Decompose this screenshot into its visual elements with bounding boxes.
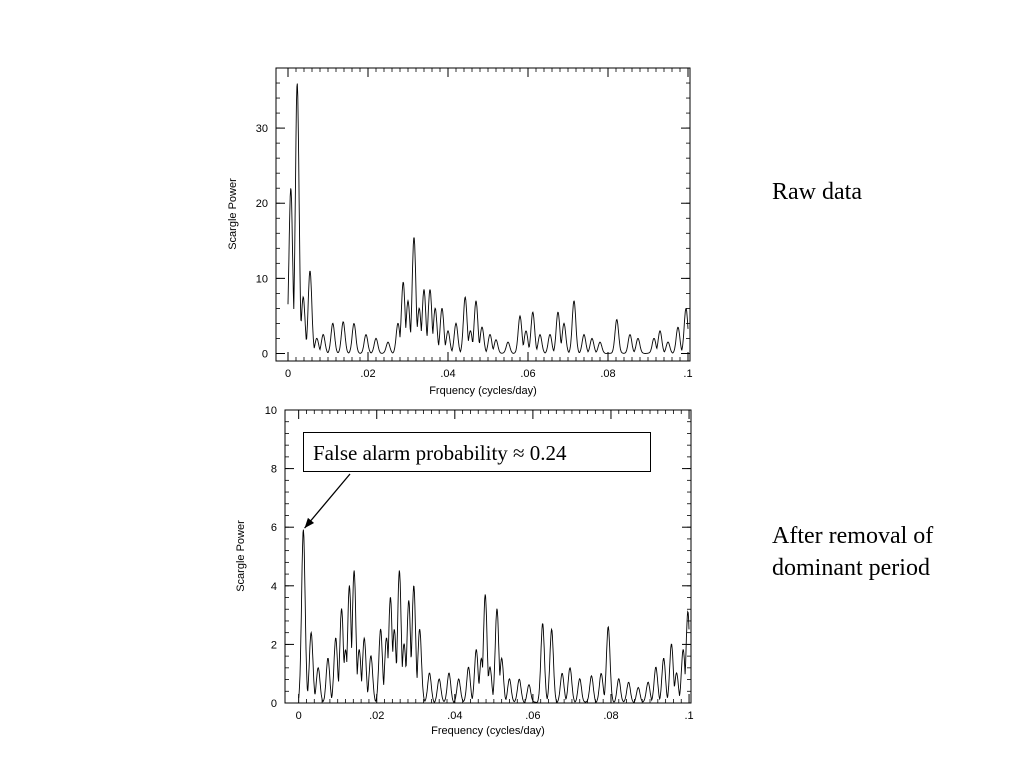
- x-tick-label: .04: [447, 710, 462, 722]
- y-axis-label: Scargle Power: [227, 178, 239, 250]
- arrow-shaft: [304, 473, 351, 529]
- y-tick-label: 6: [271, 522, 277, 534]
- y-axis-label: Scargle Power: [235, 520, 247, 592]
- arrow-head: [304, 517, 315, 529]
- after-removal-label-line2: dominant period: [772, 555, 930, 581]
- x-tick-label: .08: [603, 710, 618, 722]
- x-tick-label: 0: [285, 368, 291, 380]
- y-tick-label: 2: [271, 639, 277, 651]
- power-spectrum-line: [298, 529, 690, 704]
- after-removal-label-line1: After removal of: [772, 523, 934, 549]
- y-tick-label: 10: [265, 405, 277, 417]
- chart-1: 0 .02 .04 .06 .08 .1 0 10 20 30 Frquency (cycles/d…: [227, 67, 693, 397]
- chart-2: 0 .02 .04 .06 .08 .1 0 2 4 6 8 10 Frequency (cycles/…: [235, 405, 694, 737]
- x-tick-label: .02: [369, 710, 384, 722]
- x-tick-label: .1: [683, 368, 692, 380]
- x-tick-label: .1: [684, 710, 693, 722]
- raw-data-label: Raw data: [772, 179, 862, 205]
- after-removal-label: After removal of dominant period: [772, 520, 1012, 584]
- plot-frame: [275, 67, 691, 362]
- y-tick-label: 4: [271, 581, 277, 593]
- false-alarm-annotation-box: False alarm probability ≈ 0.24: [303, 432, 651, 472]
- power-spectrum-line: [287, 83, 689, 354]
- plot-frame: [284, 409, 692, 704]
- y-tick-label: 8: [271, 464, 277, 476]
- annotation-arrow: [304, 473, 351, 529]
- x-tick-label: .06: [520, 368, 535, 380]
- x-tick-label: 0: [296, 710, 302, 722]
- x-tick-label: .02: [360, 368, 375, 380]
- y-tick-label: 0: [271, 698, 277, 710]
- y-tick-label: 0: [262, 348, 268, 360]
- x-tick-label: .06: [525, 710, 540, 722]
- y-tick-label: 10: [256, 273, 268, 285]
- y-tick-label: 20: [256, 198, 268, 210]
- x-axis-label: Frequency (cycles/day): [431, 725, 545, 737]
- x-tick-label: .04: [440, 368, 455, 380]
- x-axis-label: Frquency (cycles/day): [429, 385, 537, 397]
- y-tick-label: 30: [256, 123, 268, 135]
- x-tick-label: .08: [600, 368, 615, 380]
